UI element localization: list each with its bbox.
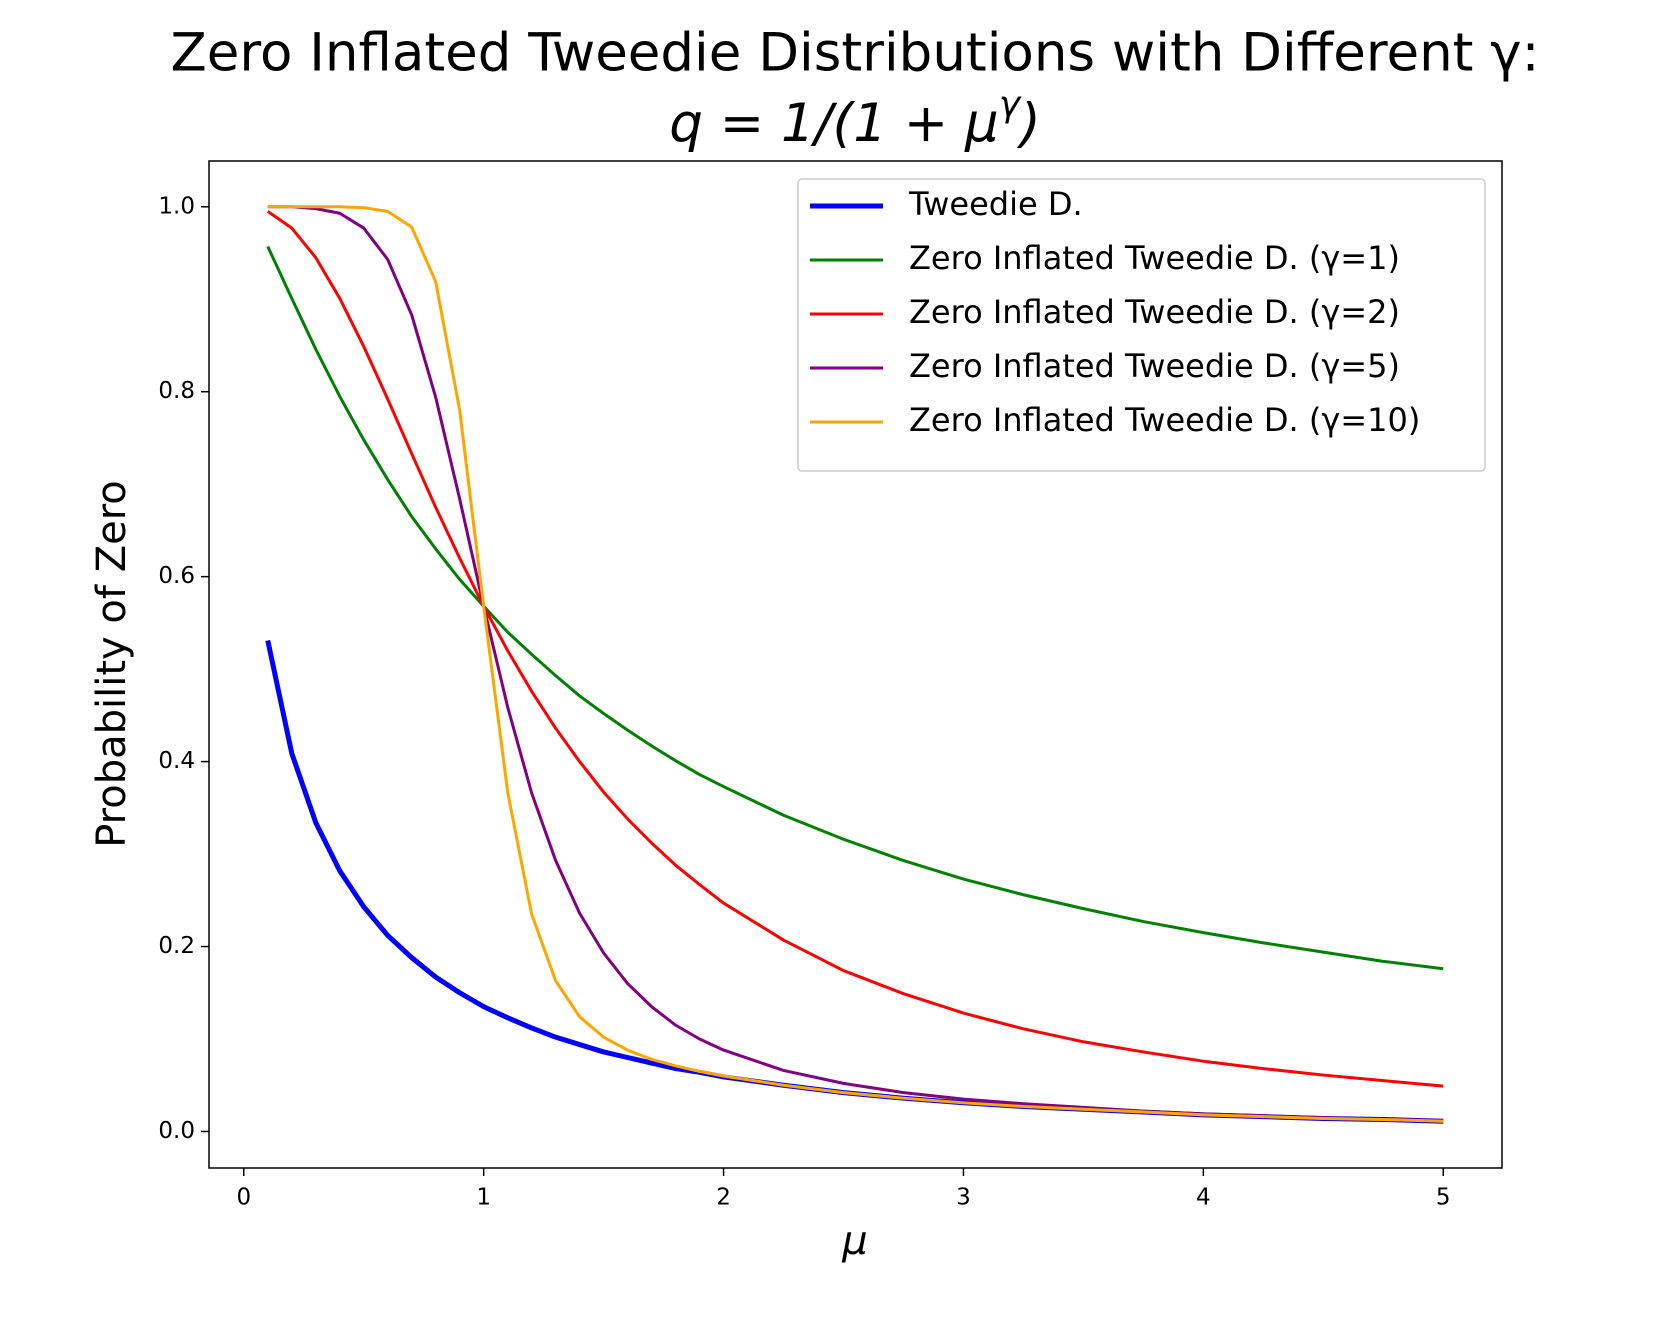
legend: Tweedie D. Zero Inflated Tweedie D. (γ=1)…	[797, 178, 1486, 472]
subtitle-superscript: γ	[999, 84, 1022, 125]
y-tick-label: 0.2	[158, 933, 195, 959]
series-line	[267, 205, 1444, 1123]
legend-label: Zero Inflated Tweedie D. (γ=1)	[909, 239, 1400, 277]
x-tick-label: 4	[1196, 1185, 1211, 1211]
x-tick-label: 5	[1436, 1185, 1451, 1211]
x-tick-label: 2	[716, 1185, 731, 1211]
subtitle-part: )	[1016, 93, 1041, 154]
subtitle-part: q = 1/(1 + μ	[669, 93, 999, 154]
legend-box	[797, 178, 1486, 472]
y-tick-label: 0.8	[158, 378, 195, 404]
x-tick-label: 1	[476, 1185, 491, 1211]
y-axis-label: Probability of Zero	[89, 480, 135, 847]
x-tick-label: 3	[956, 1185, 971, 1211]
legend-label: Tweedie D.	[908, 185, 1083, 223]
series-line	[266, 245, 1444, 971]
y-tick-label: 0.0	[158, 1118, 195, 1144]
series-line	[265, 639, 1444, 1124]
y-tick-label: 0.4	[158, 748, 195, 774]
plot-frame	[208, 160, 1503, 1169]
legend-label: Zero Inflated Tweedie D. (γ=2)	[909, 293, 1400, 331]
chart-title: Zero Inflated Tweedie Distributions with…	[170, 23, 1539, 84]
x-tick-label: 0	[236, 1185, 251, 1211]
series-line	[266, 210, 1444, 1088]
legend-label: Zero Inflated Tweedie D. (γ=10)	[909, 401, 1420, 439]
y-tick-label: 1.0	[158, 193, 195, 219]
chart-subtitle: q = 1/(1 + μγ)	[669, 84, 1041, 154]
y-tick-label: 0.6	[158, 563, 195, 589]
x-axis-label: μ	[841, 1218, 867, 1264]
legend-label: Zero Inflated Tweedie D. (γ=5)	[909, 347, 1400, 385]
